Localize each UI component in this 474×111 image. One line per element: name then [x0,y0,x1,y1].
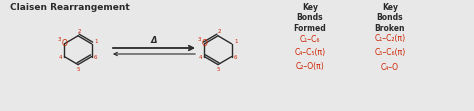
Text: Key
Bonds
Broken: Key Bonds Broken [375,3,405,33]
Text: 4: 4 [199,55,202,60]
Text: 4: 4 [59,55,62,60]
Text: Claisen Rearrangement: Claisen Rearrangement [10,3,130,12]
Text: Key
Bonds
Formed: Key Bonds Formed [293,3,327,33]
Text: 6: 6 [234,55,237,60]
Text: C₄–C₅(π): C₄–C₅(π) [294,49,326,57]
Text: C₄–O: C₄–O [381,62,399,71]
Text: O: O [201,39,207,48]
Text: 2: 2 [77,29,81,34]
Text: 1: 1 [94,39,97,44]
Text: O: O [62,39,67,48]
Text: 1: 1 [234,39,237,44]
Text: 5: 5 [216,67,220,72]
Text: C₂–O(π): C₂–O(π) [296,62,324,71]
Text: Δ: Δ [151,36,157,45]
Text: C₅–C₆(π): C₅–C₆(π) [374,49,406,57]
Text: 2: 2 [217,29,221,34]
Text: C₁–C₆: C₁–C₆ [300,35,320,44]
Text: 3: 3 [58,37,61,42]
Text: 3: 3 [198,37,201,42]
Text: 5: 5 [76,67,80,72]
Text: C₁–C₂(π): C₁–C₂(π) [374,35,406,44]
Text: 6: 6 [94,55,97,60]
